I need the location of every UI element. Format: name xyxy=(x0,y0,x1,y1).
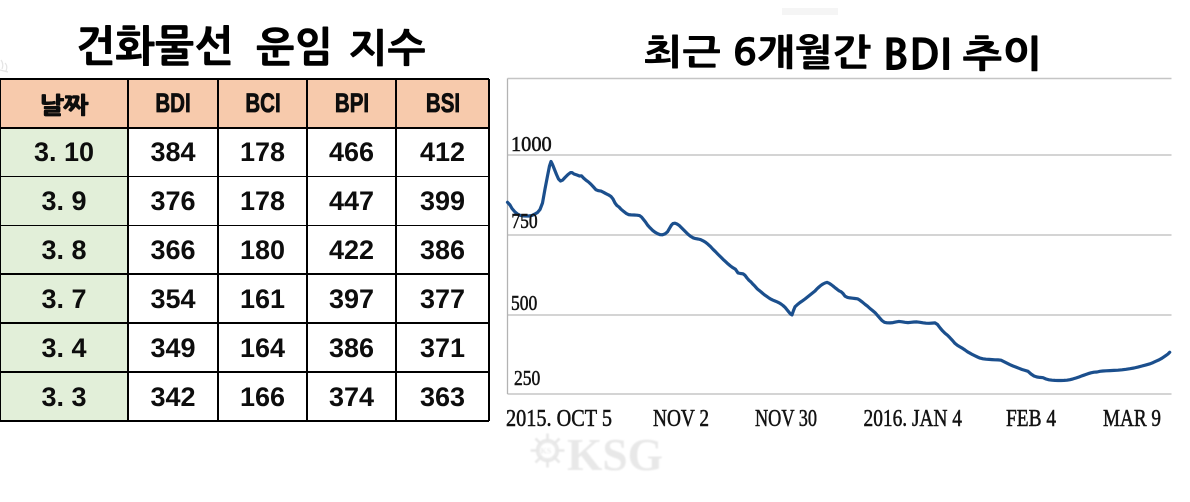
svg-text:NOV 30: NOV 30 xyxy=(755,405,817,432)
svg-text:1000: 1000 xyxy=(511,132,552,156)
svg-text:NOV 2: NOV 2 xyxy=(653,405,709,432)
svg-text:250: 250 xyxy=(514,366,540,390)
svg-text:MAR 9: MAR 9 xyxy=(1103,405,1161,432)
svg-text:FEB 4: FEB 4 xyxy=(1006,405,1056,432)
svg-text:2016. JAN 4: 2016. JAN 4 xyxy=(864,405,963,432)
svg-text:KS: KS xyxy=(541,447,552,456)
svg-text:KSG: KSG xyxy=(567,429,663,480)
svg-text:750: 750 xyxy=(511,209,537,233)
svg-text:2015. OCT 5: 2015. OCT 5 xyxy=(506,405,612,432)
svg-text:500: 500 xyxy=(511,291,537,315)
